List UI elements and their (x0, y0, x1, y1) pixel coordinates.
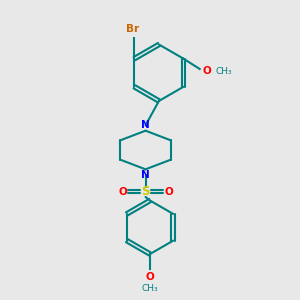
Text: CH₃: CH₃ (215, 67, 232, 76)
Text: O: O (164, 187, 173, 196)
Text: N: N (141, 170, 150, 180)
Text: S: S (141, 185, 150, 198)
Text: Br: Br (126, 24, 140, 34)
Text: CH₃: CH₃ (142, 284, 158, 293)
Text: O: O (146, 272, 154, 283)
Text: O: O (118, 187, 127, 196)
Text: N: N (141, 120, 150, 130)
Text: O: O (203, 66, 212, 76)
